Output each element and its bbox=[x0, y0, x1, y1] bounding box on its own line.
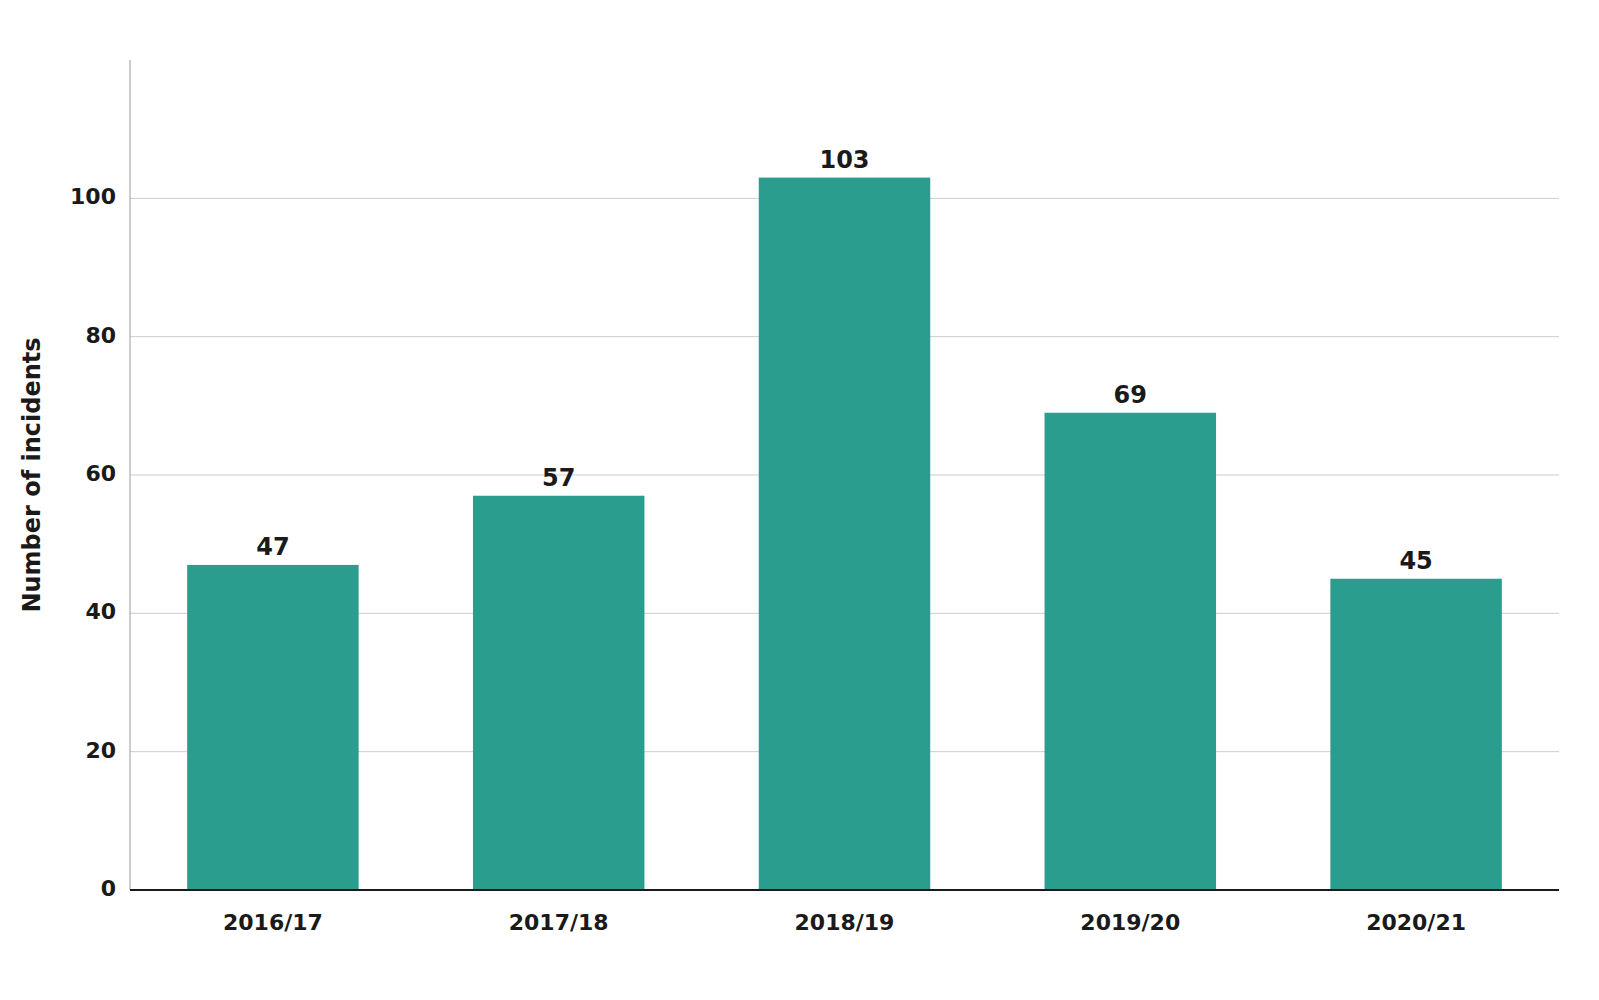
x-tick-label: 2018/19 bbox=[795, 910, 895, 935]
x-axis-line bbox=[130, 889, 1559, 891]
bar bbox=[473, 496, 644, 890]
bar bbox=[759, 178, 930, 890]
chart-container: 020406080100475710369452016/172017/18201… bbox=[0, 0, 1599, 1000]
bars bbox=[187, 178, 1502, 890]
y-tick-label: 0 bbox=[101, 876, 116, 901]
x-tick-label: 2020/21 bbox=[1366, 910, 1466, 935]
chart: 020406080100475710369452016/172017/18201… bbox=[0, 0, 1599, 1000]
y-tick-label: 80 bbox=[85, 323, 116, 348]
y-tick-label: 20 bbox=[85, 738, 116, 763]
x-tick-label: 2016/17 bbox=[223, 910, 323, 935]
y-tick-label: 100 bbox=[70, 184, 116, 209]
y-axis-line bbox=[130, 60, 131, 890]
y-tick-label: 60 bbox=[85, 461, 116, 486]
bar bbox=[1045, 413, 1216, 890]
x-tick-label: 2019/20 bbox=[1080, 910, 1180, 935]
data-label: 103 bbox=[819, 146, 869, 174]
bar bbox=[187, 565, 358, 890]
data-label: 57 bbox=[542, 464, 575, 492]
grid-line bbox=[130, 890, 1559, 891]
y-tick-label: 40 bbox=[85, 599, 116, 624]
y-axis-label: Number of incidents bbox=[18, 337, 46, 612]
x-tick-label: 2017/18 bbox=[509, 910, 609, 935]
bar bbox=[1330, 579, 1501, 890]
data-label: 47 bbox=[256, 533, 289, 561]
y-axis: 0 20 40 60 80 100 bbox=[70, 60, 130, 901]
data-label: 45 bbox=[1399, 547, 1432, 575]
x-axis: 2016/17 2017/18 2018/19 2019/20 2020/21 bbox=[223, 910, 1466, 935]
data-label: 69 bbox=[1114, 381, 1147, 409]
data-labels: 47 57 103 69 45 bbox=[256, 146, 1433, 575]
